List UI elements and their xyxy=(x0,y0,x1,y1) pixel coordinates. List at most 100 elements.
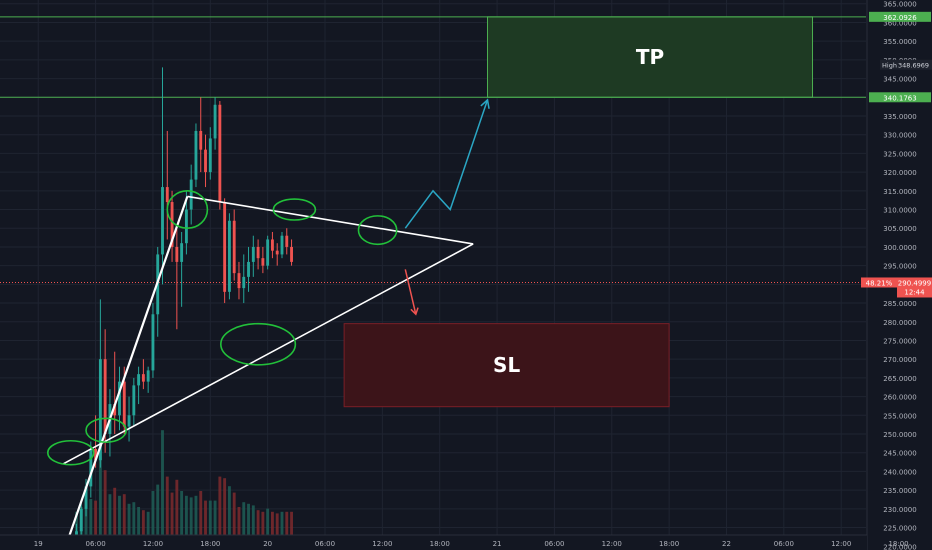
volume-bar xyxy=(184,495,188,535)
volume-bar xyxy=(275,513,279,535)
candle-body xyxy=(113,404,117,416)
candle-body xyxy=(275,250,279,255)
candle-body xyxy=(266,239,270,266)
price-tick-label: 220.0000 xyxy=(883,543,916,550)
volume-bar xyxy=(151,491,155,535)
volume-bar xyxy=(213,500,217,535)
candle-body xyxy=(223,202,227,292)
candle-body xyxy=(290,246,293,262)
volume-bar xyxy=(132,502,136,535)
projection-arrow-down xyxy=(404,269,417,315)
price-tick-label: 280.0000 xyxy=(883,319,916,327)
volume-bar xyxy=(290,511,293,535)
zone-label-sl: SL xyxy=(493,353,520,377)
volume-bar xyxy=(170,492,174,535)
volume-bar xyxy=(256,510,260,535)
volume-bar xyxy=(89,499,93,535)
volume-bar xyxy=(285,511,289,535)
volume-bar xyxy=(161,430,164,535)
candle-body xyxy=(89,448,93,487)
price-label-bottom_line: 340.1763 xyxy=(883,94,916,102)
candle-body xyxy=(184,209,188,244)
volume-bar xyxy=(237,507,241,535)
price-tick-label: 285.0000 xyxy=(883,300,916,308)
volume-bar xyxy=(189,497,193,535)
volume-bar xyxy=(247,503,250,535)
time-tick-label: 06:00 xyxy=(774,540,794,548)
highlight-circle xyxy=(85,417,127,444)
price-tick-label: 320.0000 xyxy=(883,169,916,177)
price-tick-label: 230.0000 xyxy=(883,506,916,514)
volume-bar xyxy=(141,510,145,535)
candle-body xyxy=(118,381,121,416)
arrow-head-up xyxy=(480,98,490,109)
price-tick-label: 345.0000 xyxy=(883,76,916,84)
time-tick-label: 22 xyxy=(722,540,731,548)
candle-body xyxy=(84,486,88,509)
volume-bar xyxy=(175,479,179,535)
time-tick-label: 18:00 xyxy=(200,540,220,548)
time-tick-label: 06:00 xyxy=(544,540,564,548)
volume-bar xyxy=(98,451,102,535)
candle-body xyxy=(189,179,193,210)
price-tick-label: 355.0000 xyxy=(883,38,916,46)
price-axis-bg xyxy=(867,0,932,550)
candle-body xyxy=(122,381,126,427)
candle-body xyxy=(180,243,184,262)
highlight-circle xyxy=(46,439,95,466)
candle-body xyxy=(261,258,265,266)
drawings xyxy=(46,98,490,550)
volume-bar xyxy=(270,511,274,535)
price-tick-label: 360.0000 xyxy=(883,19,916,27)
price-tick-label: 245.0000 xyxy=(883,450,916,458)
high-label-prefix: High xyxy=(882,62,897,70)
volume-bar xyxy=(146,511,150,535)
candle-body xyxy=(232,220,236,274)
price-label-top_line: 362.0926 xyxy=(883,14,917,22)
price-tick-label: 250.0000 xyxy=(883,431,916,439)
candle-body xyxy=(161,187,164,255)
volume-bar xyxy=(227,486,231,535)
volume-bar xyxy=(199,491,203,535)
horizontal-lines xyxy=(0,16,866,283)
price-tick-label: 270.0000 xyxy=(883,356,916,364)
time-axis-bg xyxy=(0,535,867,550)
price-tick-label: 315.0000 xyxy=(883,188,916,196)
highlight-circle xyxy=(357,215,398,246)
candle-body xyxy=(199,130,203,150)
volume-bar xyxy=(165,476,169,535)
candle-body xyxy=(132,385,136,416)
volume-bar xyxy=(242,502,246,535)
candle-body xyxy=(103,359,107,435)
volume-bar xyxy=(208,500,212,535)
price-tick-label: 330.0000 xyxy=(883,132,916,140)
price-tick-label: 325.0000 xyxy=(883,150,916,158)
volume-bar xyxy=(113,487,117,535)
candle-body xyxy=(208,138,212,173)
current-pct-bg xyxy=(861,277,897,288)
volume-bar xyxy=(232,492,236,535)
price-tick-label: 295.0000 xyxy=(883,263,916,271)
candle-body xyxy=(213,104,217,139)
candle-body xyxy=(79,508,83,532)
candle-body xyxy=(98,359,102,461)
volume-bar xyxy=(218,476,222,535)
high-label-bg xyxy=(880,59,932,70)
candle-body xyxy=(227,220,231,292)
trend-line xyxy=(63,196,189,550)
price-tick-label: 235.0000 xyxy=(883,487,916,495)
price-tick-label: 240.0000 xyxy=(883,468,916,476)
volume-bar xyxy=(75,511,78,535)
price-axis: 365.0000360.0000355.0000350.0000345.0000… xyxy=(861,0,932,550)
time-tick-label: 12:00 xyxy=(143,540,163,548)
highlight-circle xyxy=(272,198,317,221)
candle-body xyxy=(251,246,255,262)
price-tick-label: 305.0000 xyxy=(883,225,916,233)
candle-body xyxy=(146,370,150,382)
volume-bar xyxy=(180,491,184,535)
candle-body xyxy=(194,130,198,180)
volume-bar xyxy=(122,494,126,535)
price-tick-label: 335.0000 xyxy=(883,113,916,121)
volume-bar xyxy=(108,494,112,535)
